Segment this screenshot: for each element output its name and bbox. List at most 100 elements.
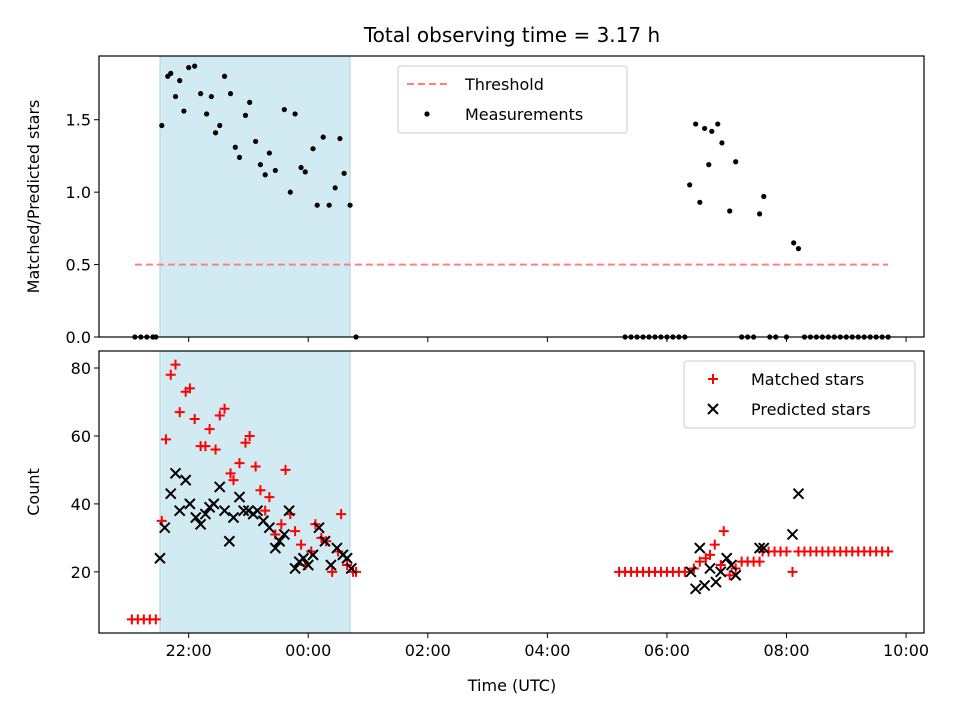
data-point [693, 121, 699, 127]
y-tick-label: 20 [71, 563, 91, 582]
data-point [302, 169, 308, 175]
data-point [704, 562, 716, 575]
x-tick-label: 00:00 [285, 641, 331, 660]
data-point [168, 70, 174, 76]
data-point [787, 566, 798, 577]
data-point [719, 140, 725, 146]
x-tick-label: 10:00 [883, 641, 929, 660]
data-point [687, 182, 693, 188]
data-point [341, 552, 353, 564]
x-tick-label: 06:00 [644, 641, 690, 660]
data-point [154, 552, 166, 564]
legend-marker-icon [708, 374, 718, 384]
data-point [721, 552, 733, 564]
data-point [276, 519, 287, 530]
data-point [159, 122, 165, 129]
data-point [278, 528, 291, 541]
y-tick-label: 60 [71, 427, 91, 446]
x-tick-label: 08:00 [763, 641, 809, 660]
data-point [217, 122, 223, 129]
data-point [200, 441, 211, 452]
data-point [724, 570, 735, 581]
data-point [727, 208, 733, 214]
data-point [264, 492, 275, 503]
axes-frame [98, 350, 925, 634]
data-point [165, 369, 176, 380]
data-point [729, 569, 742, 581]
data-point [781, 546, 792, 557]
data-point [228, 475, 239, 486]
data-point [236, 154, 243, 160]
data-point [715, 566, 727, 578]
data-point [227, 511, 240, 524]
y-tick-label: 0.5 [66, 256, 91, 275]
panel-ratio: 0.0 0.5 1.0 1.5 Matched/Predicted stars Thres… [24, 55, 925, 347]
data-point [233, 491, 246, 503]
data-point [302, 559, 314, 571]
data-point [159, 521, 171, 534]
data-point [792, 487, 805, 500]
legend-marker-icon [424, 111, 430, 117]
data-point [733, 159, 739, 165]
data-point [177, 78, 183, 84]
data-point [244, 430, 255, 441]
data-point [204, 111, 210, 117]
data-point [791, 240, 797, 246]
y-axis-label: Matched/Predicted stars [24, 100, 43, 294]
data-point [184, 498, 196, 510]
data-point [698, 579, 711, 592]
data-point [710, 576, 722, 588]
data-point [283, 504, 295, 517]
data-point [287, 189, 293, 195]
data-point [718, 526, 729, 537]
data-point [697, 199, 703, 205]
data-point [212, 130, 219, 136]
data-point [227, 91, 234, 97]
chart-title: Total observing time = 3.17 h [363, 23, 660, 47]
data-point [225, 468, 236, 479]
data-point [725, 559, 738, 571]
data-point [250, 461, 261, 472]
data-point [221, 73, 228, 79]
data-point [184, 383, 195, 394]
data-point [715, 560, 726, 571]
data-point [174, 407, 185, 418]
data-point [194, 518, 207, 530]
x-tick-label: 02:00 [405, 641, 451, 660]
data-point [319, 535, 331, 547]
observing-window-shade [159, 55, 351, 338]
data-point [190, 511, 202, 524]
data-point [883, 546, 894, 557]
data-point [260, 505, 271, 516]
data-point [192, 63, 198, 69]
y-tick-label: 1.5 [66, 111, 91, 130]
panel-counts: 22:00 00:00 02:00 04:00 06:00 08:00 10:00 20 40 6… [24, 350, 929, 660]
data-point [272, 167, 278, 174]
data-point [292, 111, 298, 117]
data-point [179, 474, 192, 486]
data-point [327, 566, 338, 577]
data-point [298, 164, 304, 171]
data-point [337, 135, 343, 142]
data-point [247, 99, 253, 105]
data-point [240, 437, 251, 448]
data-point [715, 121, 721, 127]
data-point [199, 508, 212, 520]
data-point [255, 485, 266, 496]
data-point [165, 487, 177, 500]
data-point [758, 542, 770, 554]
data-point [296, 539, 307, 550]
data-point [706, 162, 712, 168]
legend-label: Predicted stars [751, 400, 871, 419]
legend: Matched stars Predicted stars [683, 360, 916, 429]
x-tick-label: 04:00 [524, 641, 570, 660]
data-point [306, 546, 317, 557]
y-tick-label: 0.0 [66, 328, 91, 347]
data-point [251, 504, 264, 517]
legend-label: Matched stars [751, 370, 864, 389]
data-point [257, 162, 264, 168]
legend-marker-icon [707, 403, 719, 415]
data-point [169, 467, 182, 480]
data-point [709, 539, 720, 550]
data-point [679, 566, 690, 577]
